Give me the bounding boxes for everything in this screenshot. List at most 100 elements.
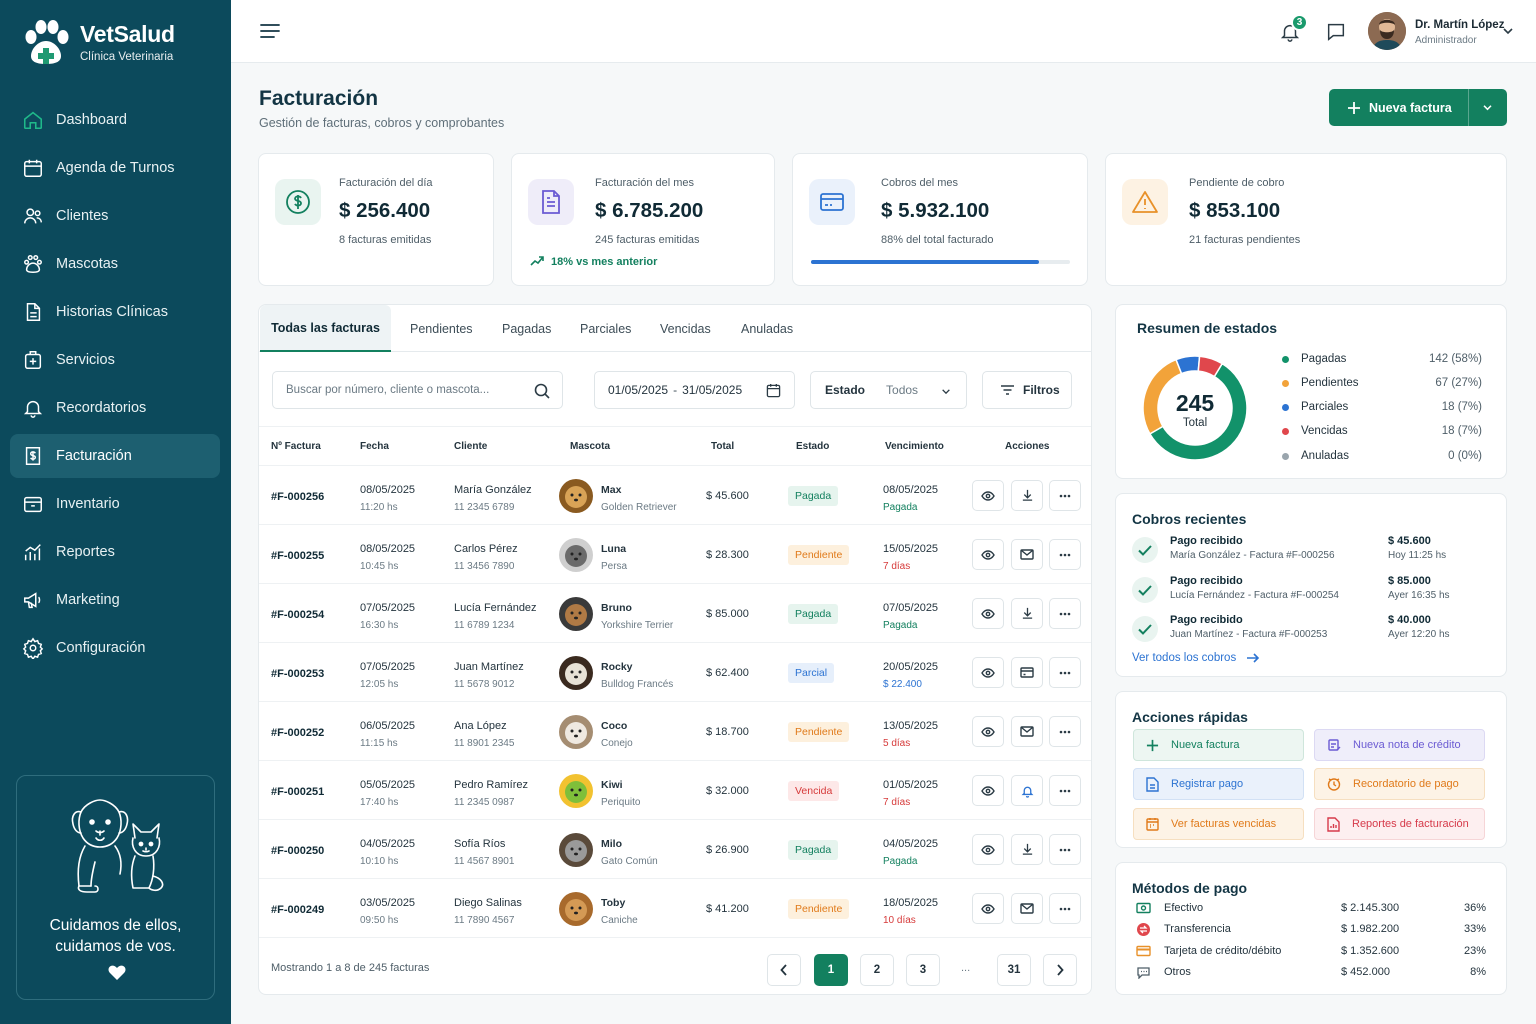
new-invoice-button[interactable]: Nueva factura xyxy=(1329,89,1507,126)
more-actions-button[interactable] xyxy=(1049,893,1081,924)
table-row[interactable]: #F-000255 08/05/2025 10:45 hs Carlos Pérez 1… xyxy=(259,525,1091,584)
sidebar-item-facturacion[interactable]: Facturación xyxy=(10,434,220,478)
sidebar-item-marketing[interactable]: Marketing xyxy=(10,578,220,622)
pet-name[interactable]: Coco xyxy=(601,720,628,732)
pet-name[interactable]: Kiwi xyxy=(601,779,623,791)
client-name[interactable]: Carlos Pérez xyxy=(454,543,518,555)
client-name[interactable]: Pedro Ramírez xyxy=(454,779,528,791)
sidebar-item-historias[interactable]: Historias Clínicas xyxy=(10,290,220,334)
more-actions-button[interactable] xyxy=(1049,539,1081,570)
pagination-next-button[interactable] xyxy=(1043,954,1077,986)
more-actions-button[interactable] xyxy=(1049,657,1081,688)
messages-icon[interactable] xyxy=(1325,21,1347,43)
view-invoice-button[interactable] xyxy=(972,775,1004,806)
sidebar-item-dashboard[interactable]: Dashboard xyxy=(10,98,220,142)
chevron-down-icon[interactable] xyxy=(1502,27,1514,35)
status-select[interactable]: Estado Todos xyxy=(810,371,967,409)
column-header[interactable]: Mascota xyxy=(570,441,611,452)
user-name[interactable]: Dr. Martín López xyxy=(1415,19,1505,31)
view-invoice-button[interactable] xyxy=(972,657,1004,688)
sidebar-item-reportes[interactable]: Reportes xyxy=(10,530,220,574)
column-header[interactable]: Cliente xyxy=(454,441,488,452)
tab-anuladas[interactable]: Anuladas xyxy=(741,321,794,336)
more-actions-button[interactable] xyxy=(1049,480,1081,511)
search-input[interactable]: Buscar por número, cliente o mascota... xyxy=(272,371,563,409)
payment-item[interactable]: Pago recibido María González - Factura #F… xyxy=(1132,534,1474,570)
pet-name[interactable]: Rocky xyxy=(601,661,633,673)
view-invoice-button[interactable] xyxy=(972,716,1004,747)
invoice-number[interactable]: #F-000255 xyxy=(271,550,325,562)
mail-button[interactable] xyxy=(1011,539,1043,570)
view-invoice-button[interactable] xyxy=(972,834,1004,865)
mail-button[interactable] xyxy=(1011,893,1043,924)
invoice-number[interactable]: #F-000253 xyxy=(271,668,325,680)
sidebar-item-mascotas[interactable]: Mascotas xyxy=(10,242,220,286)
client-name[interactable]: Juan Martínez xyxy=(454,661,524,673)
sidebar-item-recordatorios[interactable]: Recordatorios xyxy=(10,386,220,430)
table-row[interactable]: #F-000251 05/05/2025 17:40 hs Pedro Ramírez… xyxy=(259,761,1091,820)
pet-name[interactable]: Bruno xyxy=(601,602,632,614)
brand[interactable]: VetSalud Clínica Veterinaria xyxy=(22,20,175,66)
filters-button[interactable]: Filtros xyxy=(982,371,1072,409)
payment-item[interactable]: Pago recibido Lucía Fernández - Factura #… xyxy=(1132,574,1474,610)
quick-credit-note-button[interactable]: Nueva nota de crédito xyxy=(1314,729,1485,761)
sidebar-item-servicios[interactable]: Servicios xyxy=(10,338,220,382)
pet-name[interactable]: Toby xyxy=(601,897,626,909)
download-button[interactable] xyxy=(1011,480,1043,511)
quick-register-payment-button[interactable]: Registrar pago xyxy=(1133,768,1304,800)
payment-item[interactable]: Pago recibido Juan Martínez - Factura #F-… xyxy=(1132,613,1474,649)
view-all-payments-link[interactable]: Ver todos los cobros xyxy=(1132,652,1260,664)
pagination-page-last[interactable]: 31 xyxy=(997,954,1031,986)
pet-name[interactable]: Luna xyxy=(601,543,627,555)
tab-pendientes[interactable]: Pendientes xyxy=(410,321,473,336)
pagination-prev-button[interactable] xyxy=(767,954,801,986)
invoice-number[interactable]: #F-000249 xyxy=(271,904,325,916)
table-row[interactable]: #F-000249 03/05/2025 09:50 hs Diego Salinas… xyxy=(259,879,1091,938)
search-icon[interactable] xyxy=(534,383,550,399)
invoice-number[interactable]: #F-000256 xyxy=(271,491,325,503)
more-actions-button[interactable] xyxy=(1049,775,1081,806)
quick-new-invoice-button[interactable]: Nueva factura xyxy=(1133,729,1304,761)
column-header[interactable]: Estado xyxy=(796,441,830,452)
view-invoice-button[interactable] xyxy=(972,539,1004,570)
mail-button[interactable] xyxy=(1011,716,1043,747)
more-actions-button[interactable] xyxy=(1049,598,1081,629)
pet-name[interactable]: Max xyxy=(601,484,622,496)
pet-name[interactable]: Milo xyxy=(601,838,622,850)
pagination-page-3[interactable]: 3 xyxy=(906,954,940,986)
download-button[interactable] xyxy=(1011,834,1043,865)
column-header[interactable]: Fecha xyxy=(360,441,389,452)
client-name[interactable]: María González xyxy=(454,484,532,496)
client-name[interactable]: Lucía Fernández xyxy=(454,602,537,614)
tab-pagadas[interactable]: Pagadas xyxy=(502,321,552,336)
client-name[interactable]: Sofía Ríos xyxy=(454,838,506,850)
view-invoice-button[interactable] xyxy=(972,480,1004,511)
view-invoice-button[interactable] xyxy=(972,598,1004,629)
chevron-down-icon[interactable] xyxy=(1482,104,1493,111)
client-name[interactable]: Diego Salinas xyxy=(454,897,522,909)
table-row[interactable]: #F-000252 06/05/2025 11:15 hs Ana López 11 8… xyxy=(259,702,1091,761)
calendar-icon[interactable] xyxy=(766,383,781,398)
invoice-number[interactable]: #F-000252 xyxy=(271,727,325,739)
table-row[interactable]: #F-000254 07/05/2025 16:30 hs Lucía Fernánd… xyxy=(259,584,1091,643)
hamburger-menu-icon[interactable] xyxy=(259,21,281,41)
user-avatar[interactable] xyxy=(1368,12,1406,50)
tab-todas[interactable]: Todas las facturas xyxy=(260,305,391,352)
sidebar-item-clientes[interactable]: Clientes xyxy=(10,194,220,238)
client-name[interactable]: Ana López xyxy=(454,720,507,732)
quick-overdue-invoices-button[interactable]: Ver facturas vencidas xyxy=(1133,808,1304,840)
date-range-picker[interactable]: 01/05/2025 - 31/05/2025 xyxy=(594,371,795,409)
sidebar-item-inventario[interactable]: Inventario xyxy=(10,482,220,526)
pagination-page-1[interactable]: 1 xyxy=(814,954,848,986)
pagination-page-2[interactable]: 2 xyxy=(860,954,894,986)
table-row[interactable]: #F-000250 04/05/2025 10:10 hs Sofía Ríos 11 … xyxy=(259,820,1091,879)
sidebar-item-agenda[interactable]: Agenda de Turnos xyxy=(10,146,220,190)
invoice-number[interactable]: #F-000254 xyxy=(271,609,325,621)
table-row[interactable]: #F-000256 08/05/2025 11:20 hs María Gonzále… xyxy=(259,466,1091,525)
column-header[interactable]: Nº Factura xyxy=(271,441,321,452)
tab-parciales[interactable]: Parciales xyxy=(580,321,632,336)
credit-card-button[interactable] xyxy=(1011,657,1043,688)
more-actions-button[interactable] xyxy=(1049,834,1081,865)
quick-billing-reports-button[interactable]: Reportes de facturación xyxy=(1314,808,1485,840)
invoice-number[interactable]: #F-000251 xyxy=(271,786,325,798)
